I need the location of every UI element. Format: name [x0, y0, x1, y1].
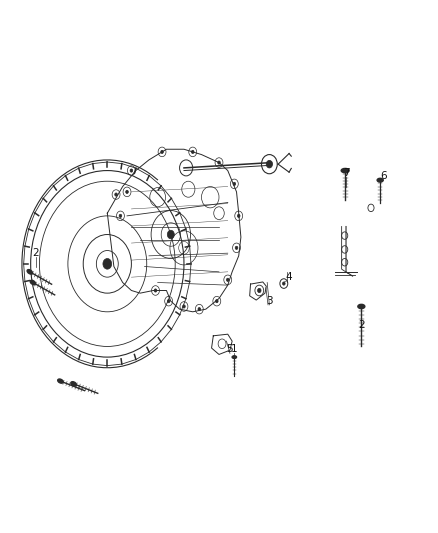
Circle shape: [215, 300, 218, 303]
Circle shape: [161, 150, 163, 154]
Ellipse shape: [58, 379, 63, 383]
Circle shape: [154, 289, 157, 292]
Circle shape: [191, 150, 194, 154]
Circle shape: [130, 169, 133, 172]
Circle shape: [115, 193, 117, 196]
Circle shape: [103, 259, 112, 269]
Circle shape: [237, 214, 240, 217]
Circle shape: [198, 308, 201, 311]
Circle shape: [167, 230, 174, 239]
Text: 3: 3: [266, 296, 273, 306]
Circle shape: [266, 160, 272, 168]
Text: 2: 2: [358, 320, 365, 330]
Text: 4: 4: [286, 272, 293, 282]
Text: 6: 6: [380, 171, 387, 181]
Ellipse shape: [358, 304, 365, 309]
Circle shape: [218, 161, 220, 164]
Ellipse shape: [71, 382, 76, 386]
Circle shape: [233, 182, 236, 185]
Ellipse shape: [232, 356, 237, 359]
Ellipse shape: [341, 168, 349, 173]
Circle shape: [183, 305, 185, 308]
Text: 7: 7: [343, 168, 350, 178]
Text: 2: 2: [32, 248, 39, 258]
Text: 1: 1: [231, 344, 238, 354]
Ellipse shape: [30, 280, 35, 285]
Circle shape: [283, 282, 285, 285]
Circle shape: [119, 214, 122, 217]
Circle shape: [167, 300, 170, 303]
Ellipse shape: [27, 270, 32, 274]
Text: 5: 5: [226, 344, 233, 354]
Circle shape: [235, 246, 238, 249]
Circle shape: [226, 278, 229, 281]
Circle shape: [126, 190, 128, 193]
Ellipse shape: [377, 178, 383, 182]
Circle shape: [258, 288, 261, 293]
